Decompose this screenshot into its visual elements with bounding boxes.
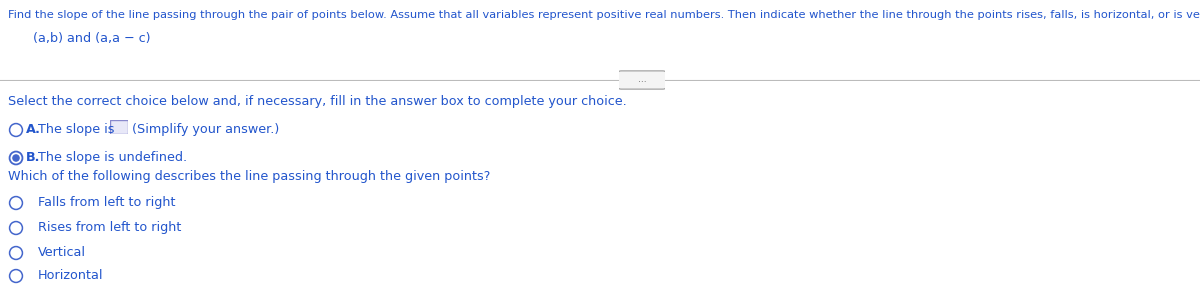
Text: Falls from left to right: Falls from left to right	[38, 196, 175, 209]
Text: Rises from left to right: Rises from left to right	[38, 221, 181, 234]
Text: ...: ...	[637, 75, 647, 85]
Text: Horizontal: Horizontal	[38, 269, 103, 282]
Text: The slope is: The slope is	[38, 123, 114, 136]
Text: (a,b) and (a,a − c): (a,b) and (a,a − c)	[34, 32, 150, 45]
Text: (Simplify your answer.): (Simplify your answer.)	[132, 123, 280, 136]
FancyBboxPatch shape	[110, 120, 128, 134]
Circle shape	[13, 155, 19, 161]
Text: A.: A.	[26, 123, 41, 136]
Text: Find the slope of the line passing through the pair of points below. Assume that: Find the slope of the line passing throu…	[8, 10, 1200, 20]
Text: Vertical: Vertical	[38, 246, 86, 259]
Text: Select the correct choice below and, if necessary, fill in the answer box to com: Select the correct choice below and, if …	[8, 95, 626, 108]
Text: Which of the following describes the line passing through the given points?: Which of the following describes the lin…	[8, 170, 491, 183]
FancyBboxPatch shape	[618, 71, 666, 89]
Text: B.: B.	[26, 151, 41, 164]
Text: The slope is undefined.: The slope is undefined.	[38, 151, 187, 164]
